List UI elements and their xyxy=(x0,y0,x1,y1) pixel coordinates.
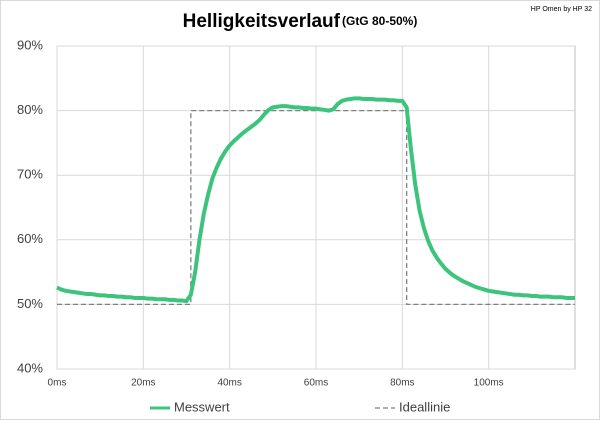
x-tick-label: 80ms xyxy=(390,378,414,389)
y-tick-label: 90% xyxy=(17,37,43,52)
y-tick-label: 70% xyxy=(17,167,43,182)
chart-title: Helligkeitsverlauf xyxy=(183,11,341,32)
data-line xyxy=(56,96,575,304)
chart-subtitle: (GtG 80-50%) xyxy=(342,14,417,28)
x-tick-label: 100ms xyxy=(474,378,504,389)
y-tick-label: 40% xyxy=(17,360,43,375)
y-tick-label: 50% xyxy=(17,296,43,311)
annotation: HP Omen by HP 32 xyxy=(531,6,592,13)
x-tick-label: 20ms xyxy=(131,378,155,389)
data-line xyxy=(57,109,575,306)
legend-label: Ideallinie xyxy=(399,399,450,414)
chart-heading: Helligkeitsverlauf (GtG 80-50%) xyxy=(183,11,418,32)
x-tick-label: 0ms xyxy=(48,378,67,389)
x-tick-label: 60ms xyxy=(304,378,328,389)
y-tick-label: 80% xyxy=(17,102,43,117)
legend-label: Messwert xyxy=(174,399,230,414)
x-tick-label: 40ms xyxy=(217,378,241,389)
y-tick-label: 60% xyxy=(17,231,43,246)
